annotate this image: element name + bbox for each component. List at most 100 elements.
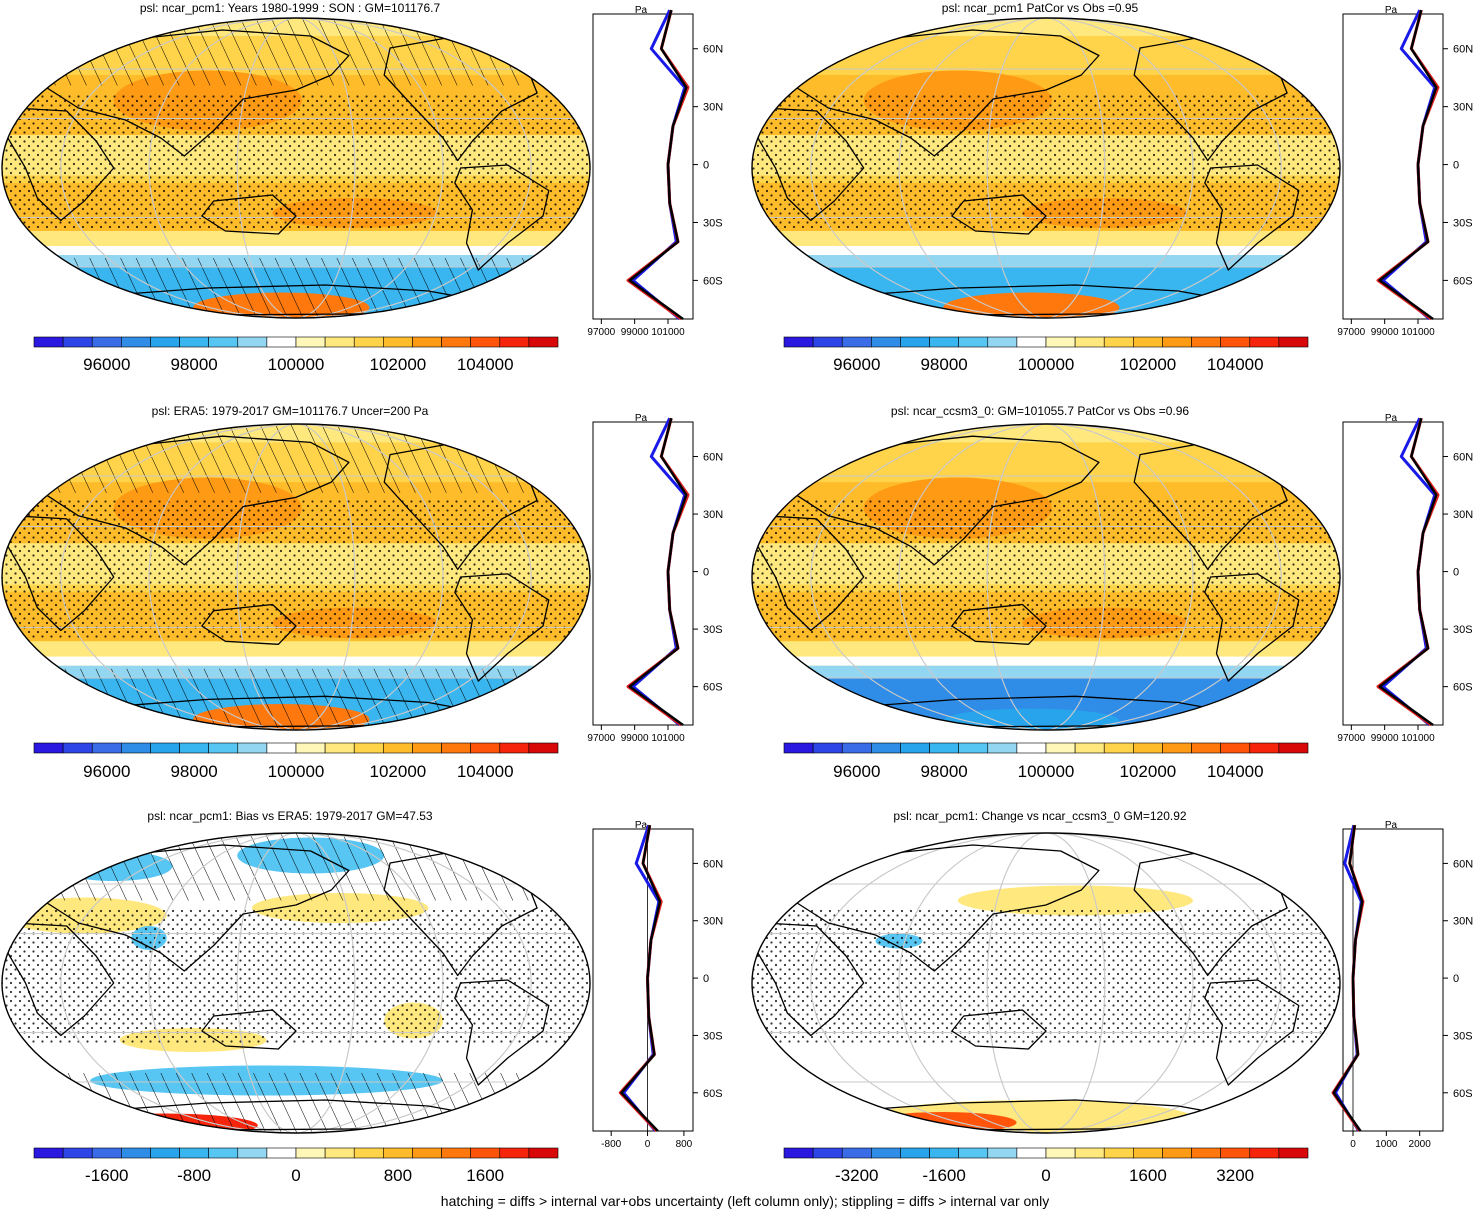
value-tick-label: 0 xyxy=(1350,1139,1356,1150)
colorbar-tick-label: 96000 xyxy=(83,762,130,781)
colorbar-box xyxy=(62,742,93,754)
colorbar-tick-label: -3200 xyxy=(835,1166,878,1185)
value-tick-label: 101000 xyxy=(651,327,685,338)
colorbar-tick-label: 98000 xyxy=(170,355,217,374)
value-tick-label: -800 xyxy=(601,1139,621,1150)
colorbar-box xyxy=(841,336,872,348)
coast-africa xyxy=(7,515,115,632)
lat-tick-label: 0 xyxy=(703,567,709,579)
colorbar-box xyxy=(33,1147,64,1159)
map-field xyxy=(2,424,590,730)
colorbar-box xyxy=(871,336,901,348)
value-tick-label: 0 xyxy=(645,1139,651,1150)
colorbar-box xyxy=(783,336,814,348)
panel-era5-clim: psl: ERA5: 1979-2017 GM=101176.7 Uncer=2… xyxy=(1,404,723,781)
coast-greenland xyxy=(1257,430,1318,468)
zonal-profile: Pa 60N 30N 0 30S 60S 97000 99000 101000 xyxy=(1337,5,1473,338)
lat-tick-label: 30S xyxy=(703,1030,723,1042)
colorbar-box xyxy=(412,336,442,348)
meridian-line xyxy=(60,424,532,730)
value-tick-label: 97000 xyxy=(587,733,615,744)
value-tick-label: 97000 xyxy=(1337,327,1365,338)
lat-tick-label: 30S xyxy=(1453,624,1473,636)
map-field xyxy=(752,833,1340,1133)
colorbar-box xyxy=(1278,742,1309,754)
colorbar-box xyxy=(383,336,413,348)
colorbar-box xyxy=(208,336,239,348)
colorbar-box xyxy=(179,742,209,754)
colorbar-box xyxy=(1162,336,1192,348)
graticule xyxy=(15,833,577,1133)
lat-tick-label: 60S xyxy=(1453,275,1473,287)
lat-tick-label: 30N xyxy=(703,102,723,114)
colorbar-box xyxy=(1133,742,1163,754)
map xyxy=(751,17,1341,319)
profile-units: Pa xyxy=(635,413,648,424)
map-field xyxy=(752,424,1340,730)
colorbar-box xyxy=(1074,336,1105,348)
lat-tick-label: 0 xyxy=(1453,973,1459,985)
colorbar-box xyxy=(783,742,814,754)
colorbar-box xyxy=(1133,1147,1163,1159)
panel-title: psl: ncar_pcm1: Years 1980-1999 : SON : … xyxy=(140,1,441,15)
colorbar-box xyxy=(121,742,151,754)
colorbar-box xyxy=(1191,1147,1221,1159)
transition-band xyxy=(752,656,1340,666)
stippling xyxy=(2,908,590,1043)
colorbar-box xyxy=(528,1147,559,1159)
colorbar-box xyxy=(121,1147,151,1159)
colorbar-box xyxy=(353,1147,384,1159)
colorbar-box xyxy=(499,742,530,754)
obs-profile-line xyxy=(628,9,688,321)
coast-australia xyxy=(201,194,297,235)
meridian-line xyxy=(236,833,356,1133)
colorbar-box xyxy=(929,336,959,348)
colorbar-tick-label: 0 xyxy=(1041,1166,1050,1185)
meridian-line xyxy=(986,833,1106,1133)
colorbar-box xyxy=(324,336,355,348)
hatching-north xyxy=(2,424,590,493)
coast-africa xyxy=(7,922,115,1037)
profile-frame xyxy=(1342,421,1444,726)
hatching-north xyxy=(2,833,590,901)
colorbar-box xyxy=(441,1147,471,1159)
meridian-line xyxy=(148,18,444,318)
colorbar-tick-label: 98000 xyxy=(920,762,967,781)
colorbar-tick-label: -800 xyxy=(177,1166,211,1185)
value-tick-label: 2000 xyxy=(1409,1139,1432,1150)
colorbar-box xyxy=(1249,742,1280,754)
profile-frame xyxy=(1342,13,1444,320)
value-tick-label: 99000 xyxy=(621,733,649,744)
colorbar-box xyxy=(1220,742,1251,754)
colorbar-box xyxy=(528,336,559,348)
panel-title: psl: ncar_ccsm3_0: GM=101055.7 PatCor vs… xyxy=(891,404,1189,418)
colorbar-box xyxy=(1133,336,1163,348)
colorbar-box xyxy=(900,336,930,348)
colorbar-box xyxy=(1074,742,1105,754)
meridian-line xyxy=(810,424,1282,730)
colorbar-box xyxy=(412,1147,442,1159)
colorbar-box xyxy=(987,1147,1018,1159)
colorbar: -3200 -1600 0 1600 3200 xyxy=(783,1147,1309,1185)
obs-profile-line xyxy=(1378,417,1438,727)
coast-australia xyxy=(951,1009,1047,1050)
map-border xyxy=(1,423,591,731)
transition-band xyxy=(2,246,590,255)
colorbar-box xyxy=(958,1147,989,1159)
colorbar-box xyxy=(783,1147,814,1159)
panel-title: psl: ncar_pcm1 PatCor vs Obs =0.95 xyxy=(942,1,1139,15)
coast-australia xyxy=(201,603,297,645)
arctic-band xyxy=(752,424,1340,443)
lat-tick-label: 0 xyxy=(1453,160,1459,172)
colorbar-box xyxy=(929,742,959,754)
meridian-line xyxy=(986,18,1106,318)
coast-samerica xyxy=(1204,573,1300,682)
colorbar-tick-label: -1600 xyxy=(922,1166,965,1185)
colorbar-box xyxy=(841,742,872,754)
value-tick-label: 99000 xyxy=(621,327,649,338)
colorbar-box xyxy=(353,336,384,348)
colorbar-box xyxy=(91,742,122,754)
colorbar-box xyxy=(383,742,413,754)
colorbar-box xyxy=(1162,1147,1192,1159)
colorbar: 96000 98000 100000 102000 104000 xyxy=(33,336,559,374)
